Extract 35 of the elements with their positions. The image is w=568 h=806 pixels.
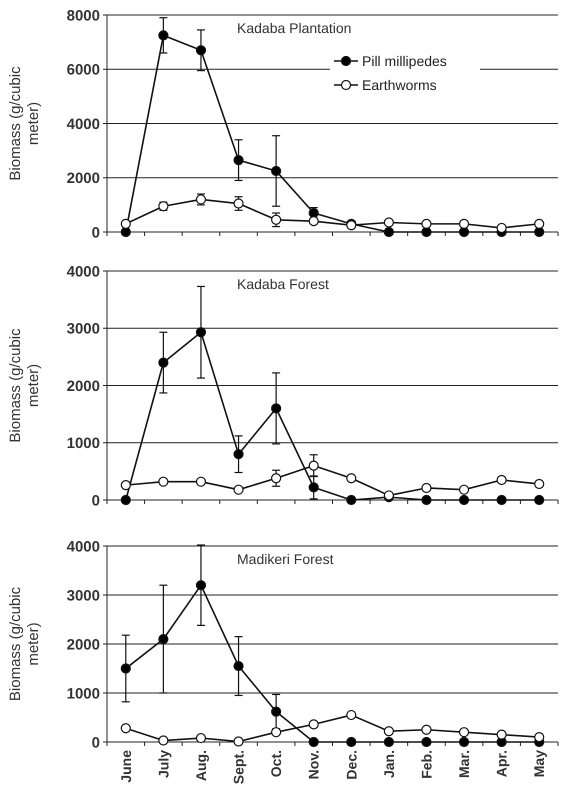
y-tick-label: 3000: [66, 320, 100, 338]
y-tick-label: 2000: [66, 170, 100, 187]
x-tick-label: Dec.: [343, 750, 360, 780]
y-axis-title: Biomass (g/cubic meter): [7, 66, 42, 181]
x-tick-label: June: [118, 750, 134, 783]
y-tick-label: 0: [92, 224, 100, 242]
y-tick-label: 4000: [66, 116, 100, 133]
y-tick-label: 4000: [66, 263, 100, 280]
x-tick-label: Apr.: [494, 750, 510, 778]
x-tick-label: Feb.: [418, 750, 434, 779]
y-tick-label: 2000: [66, 378, 100, 395]
y-tick-label: 0: [92, 492, 100, 510]
x-tick-label: May: [531, 750, 548, 778]
y-tick-label: 2000: [66, 636, 100, 654]
y-tick-label: 3000: [66, 587, 100, 604]
x-tick-label: Nov.: [306, 750, 322, 780]
legend-label: Earthworms: [362, 76, 437, 93]
x-tick-label: Aug.: [192, 750, 209, 782]
chart-title: Madikeri Forest: [237, 551, 334, 567]
x-tick-label: Sept.: [230, 750, 247, 784]
y-tick-label: 6000: [66, 62, 100, 78]
y-tick-label: 4000: [66, 538, 100, 556]
y-axis-title: Biomass (g/cubic meter): [7, 328, 42, 443]
x-tick-label: Mar.: [456, 750, 472, 778]
x-tick-label: Oct.: [268, 750, 284, 778]
x-tick-label: July: [155, 750, 172, 778]
x-tick-label: Jan.: [380, 750, 397, 778]
y-tick-label: 0: [92, 734, 100, 752]
chart-title: Kadaba Plantation: [237, 20, 352, 36]
y-tick-label: 1000: [66, 685, 100, 702]
legend-label: Pill millipedes: [362, 52, 447, 69]
y-axis-title: Biomass (g/cubic meter): [7, 586, 42, 702]
y-tick-label: 8000: [66, 7, 100, 24]
chart-title: Kadaba Forest: [237, 276, 329, 292]
y-tick-label: 1000: [66, 435, 100, 452]
